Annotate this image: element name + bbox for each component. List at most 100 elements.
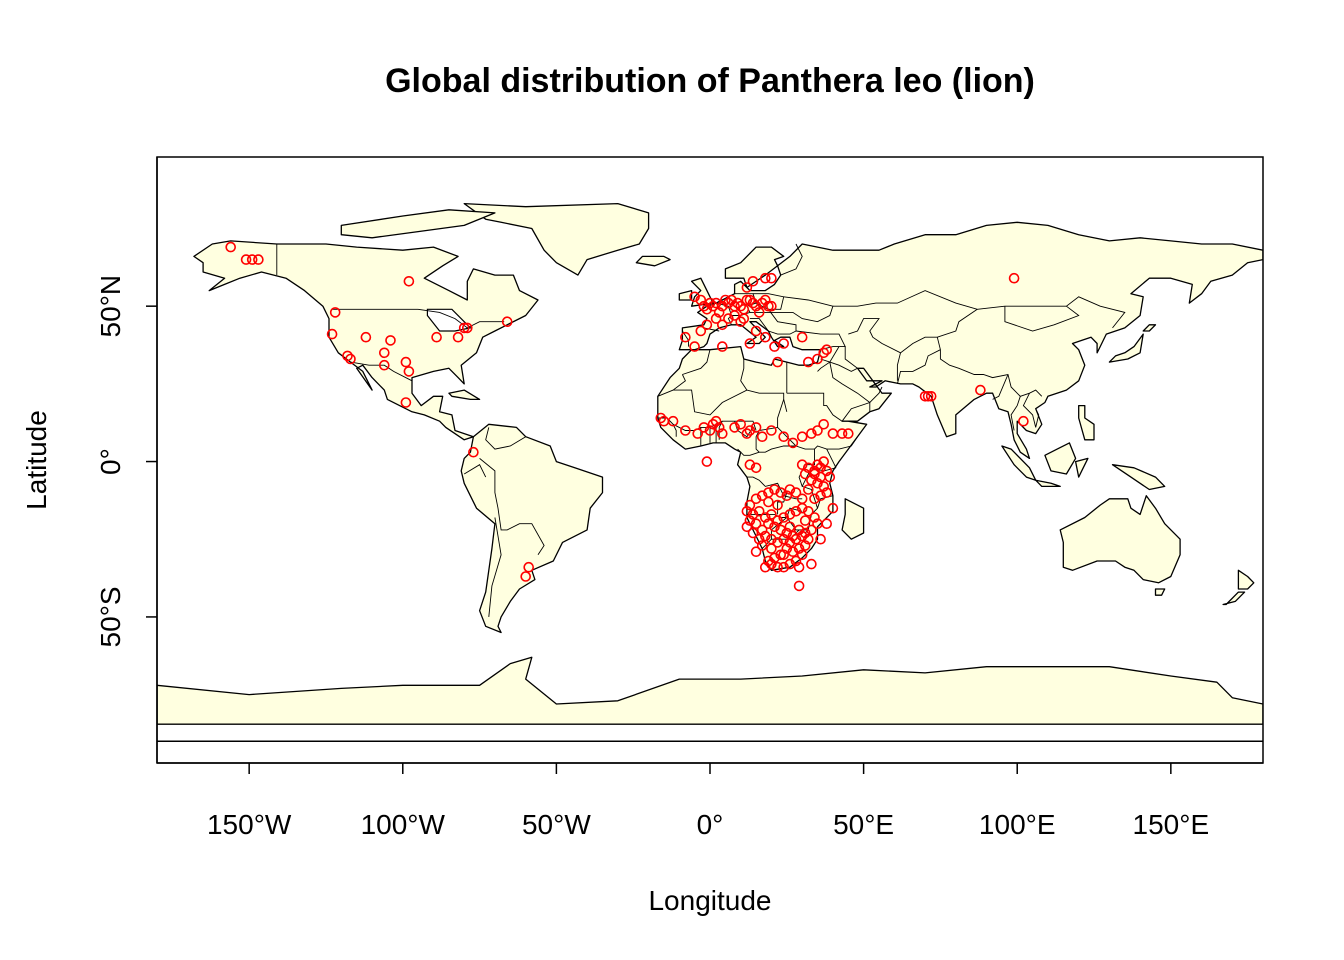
occurrence-point-70: [772, 356, 783, 368]
occurrence-point-6: [326, 328, 338, 340]
x-tick-label-6: 150°E: [1133, 809, 1210, 840]
border-line-54: [826, 448, 837, 469]
occurrence-point-64: [744, 338, 756, 349]
occurrence-point-188: [806, 558, 817, 570]
occurrence-point-59: [701, 319, 713, 331]
occurrence-point-136: [759, 512, 771, 523]
occurrence-point-68: [778, 338, 790, 349]
land-polygon-10: [1142, 324, 1157, 332]
occurrence-point-56: [723, 313, 734, 324]
occurrence-point-130: [756, 490, 768, 502]
land-polygon-2: [340, 209, 496, 239]
occurrence-point-46: [759, 294, 771, 306]
occurrence-point-131: [750, 493, 762, 505]
land-polygon-4: [657, 221, 1263, 571]
occurrence-point-150: [781, 527, 793, 539]
occurrence-point-96: [806, 428, 817, 439]
occurrence-point-47: [763, 300, 774, 312]
occurrence-point-74: [802, 356, 814, 368]
border-line-36: [777, 399, 858, 450]
occurrence-point-141: [790, 505, 802, 517]
x-tick-label-0: 150°W: [207, 809, 292, 840]
land-polygon-21: [448, 389, 481, 401]
occurrence-point-119: [821, 487, 833, 498]
occurrence-point-169: [793, 543, 805, 554]
occurrence-point-181: [796, 549, 808, 561]
occurrence-point-41: [744, 294, 756, 306]
border-line-22: [896, 352, 901, 381]
occurrence-points: [225, 241, 1029, 592]
occurrence-point-195: [799, 515, 811, 526]
occurrence-point-54: [738, 313, 750, 324]
occurrence-point-60: [695, 325, 707, 337]
occurrence-point-53: [735, 316, 747, 328]
border-line-24: [817, 346, 840, 372]
occurrence-point-167: [802, 533, 814, 545]
occurrence-point-117: [812, 477, 823, 489]
border-line-25: [829, 362, 871, 412]
occurrence-point-125: [784, 484, 796, 495]
occurrence-point-201: [1018, 415, 1029, 427]
occurrence-point-35: [726, 294, 737, 306]
occurrence-point-15: [400, 397, 412, 408]
occurrence-point-187: [793, 580, 805, 592]
occurrence-point-140: [784, 509, 796, 520]
occurrence-point-65: [750, 325, 762, 337]
occurrence-point-66: [759, 331, 771, 343]
y-tick-label-1: 0°: [95, 448, 126, 475]
plot-title: Global distribution of Panthera leo (lio…: [385, 62, 1035, 100]
occurrence-point-101: [842, 428, 854, 439]
occurrence-point-43: [750, 300, 762, 312]
occurrence-point-61: [680, 331, 691, 343]
occurrence-point-164: [784, 537, 796, 548]
occurrence-point-79: [692, 428, 704, 439]
border-line-32: [673, 389, 788, 416]
y-tick-label-2: 50°N: [95, 275, 126, 338]
occurrence-point-102: [701, 456, 713, 467]
occurrence-point-193: [763, 496, 774, 508]
occurrence-point-85: [716, 428, 728, 439]
occurrence-point-80: [698, 422, 710, 433]
occurrence-point-111: [821, 465, 833, 477]
occurrence-point-113: [815, 471, 826, 483]
land-polygon-15: [1001, 445, 1037, 481]
occurrence-point-17: [452, 331, 464, 343]
occurrence-point-137: [766, 509, 777, 520]
occurrence-point-154: [756, 524, 768, 536]
occurrence-point-175: [759, 561, 771, 573]
occurrence-point-92: [766, 425, 777, 436]
border-line-30: [682, 349, 711, 375]
occurrence-point-51: [759, 272, 771, 284]
occurrence-point-23: [520, 571, 532, 582]
occurrence-point-18: [458, 322, 470, 334]
occurrence-point-180: [790, 555, 802, 567]
border-line-29: [1022, 393, 1040, 428]
occurrence-point-106: [802, 462, 814, 474]
occurrence-point-197: [925, 390, 937, 402]
occurrence-point-160: [759, 530, 771, 542]
occurrence-point-30: [710, 297, 722, 309]
border-line-17: [832, 290, 1126, 329]
occurrence-point-120: [815, 490, 826, 502]
border-line-31: [657, 374, 686, 397]
border-line-1: [332, 308, 505, 329]
occurrence-point-9: [378, 347, 390, 359]
land-polygon-18: [1074, 457, 1089, 478]
occurrence-point-107: [809, 465, 820, 477]
border-line-18: [848, 308, 978, 354]
land-polygon-14: [1222, 591, 1246, 606]
occurrence-point-8: [385, 335, 396, 346]
border-line-19: [1004, 305, 1080, 332]
border-line-21: [896, 349, 941, 385]
occurrence-point-38: [735, 300, 747, 312]
occurrence-point-24: [689, 291, 700, 303]
occurrence-point-72: [818, 347, 830, 359]
occurrence-point-7: [360, 331, 372, 343]
border-line-47: [746, 476, 803, 500]
occurrence-point-191: [815, 533, 826, 545]
occurrence-point-77: [667, 415, 679, 427]
occurrence-point-89: [744, 425, 756, 436]
occurrence-point-133: [741, 505, 753, 517]
occurrence-point-165: [790, 533, 802, 545]
occurrence-point-81: [704, 425, 716, 436]
